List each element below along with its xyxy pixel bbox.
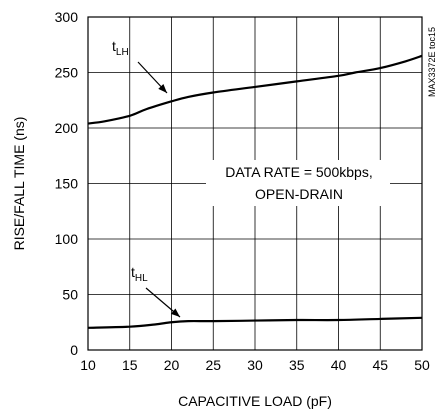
x-tick-label: 50 (414, 357, 430, 373)
arrowhead-tHL (170, 308, 180, 317)
y-tick-label: 200 (55, 120, 79, 136)
series-layer (87, 54, 423, 329)
x-tick-label: 15 (122, 357, 138, 373)
annotation-line-1: DATA RATE = 500kbps, (225, 164, 372, 180)
series-label-subscript: HL (135, 273, 148, 284)
y-tick-label: 50 (62, 287, 78, 303)
y-tick-label: 150 (55, 176, 79, 192)
x-tick-label: 40 (331, 357, 347, 373)
series-labels: tLH tHL (112, 38, 181, 318)
y-tick-label: 250 (55, 65, 79, 81)
annotation-line-2: OPEN-DRAIN (255, 186, 343, 202)
y-axis-title: RISE/FALL TIME (ns) (11, 117, 27, 251)
series-line-tLH (87, 54, 423, 125)
x-tick-label: 20 (164, 357, 180, 373)
series-label-tLH: tLH (112, 38, 129, 58)
x-tick-label: 35 (289, 357, 305, 373)
x-tick-label: 30 (247, 357, 263, 373)
arrowhead-tLH (158, 84, 167, 93)
figure-code: MAX3372E toc15 (427, 27, 437, 97)
y-tick-label: 100 (55, 231, 79, 247)
y-tick-label: 300 (55, 9, 79, 25)
series-label-subscript: LH (116, 47, 129, 58)
plot-frame (87, 16, 423, 351)
series-line-tHL (87, 316, 423, 329)
series-label-tHL: tHL (131, 264, 148, 284)
annotation-box: DATA RATE = 500kbps, OPEN-DRAIN (206, 160, 390, 206)
x-tick-label: 10 (80, 357, 96, 373)
y-tick-label: 0 (70, 342, 78, 358)
x-axis-title: CAPACITIVE LOAD (pF) (178, 393, 332, 409)
tick-labels: 10 15 20 25 30 35 40 45 50 0 50 100 150 200 250 300 (55, 9, 430, 373)
x-tick-label: 45 (372, 357, 388, 373)
x-tick-label: 25 (205, 357, 221, 373)
